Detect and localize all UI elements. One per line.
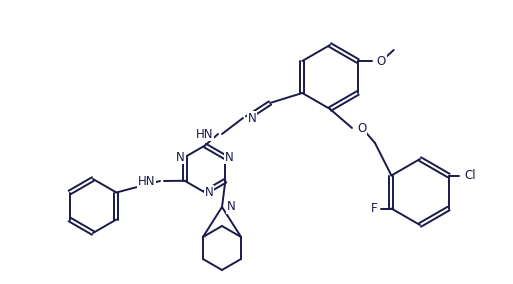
Text: N: N [227,201,236,214]
Text: O: O [357,122,366,135]
Text: HN: HN [137,174,155,187]
Text: Cl: Cl [465,169,476,182]
Text: O: O [377,55,386,68]
Text: HN: HN [195,128,213,141]
Text: N: N [225,151,234,164]
Text: F: F [371,202,378,215]
Text: N: N [205,186,213,199]
Text: N: N [176,151,185,164]
Text: N: N [248,112,256,124]
